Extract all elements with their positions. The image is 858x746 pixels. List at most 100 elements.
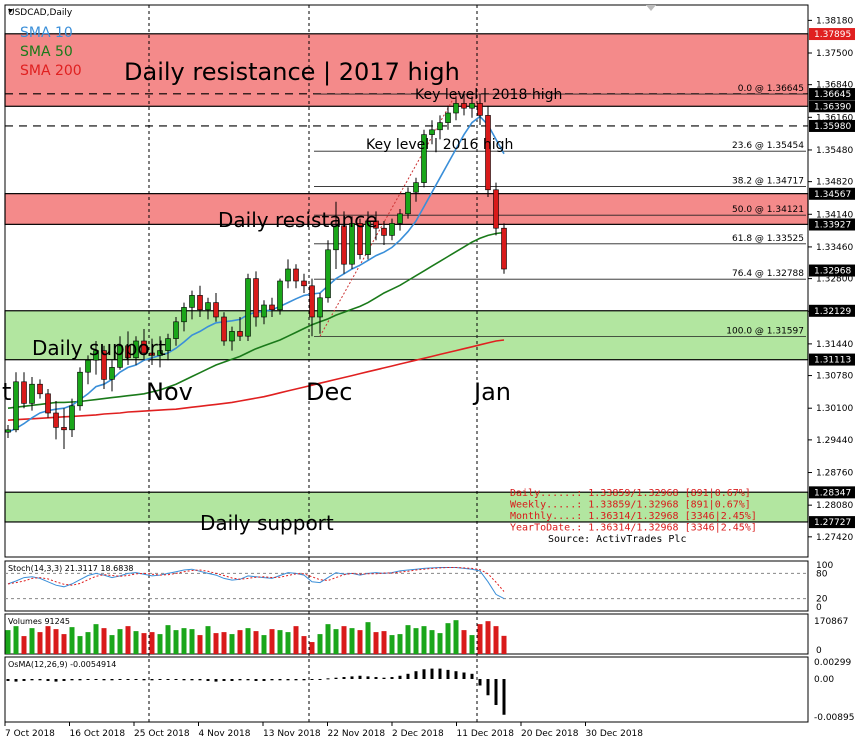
stats-line: Weekly.....: 1.33859/1.32968 [891|0.67%] — [510, 500, 751, 511]
candle-body — [173, 321, 179, 339]
candle-body — [357, 223, 363, 255]
osma-bar — [470, 673, 474, 679]
key-level-label: Key level | 2016 high — [366, 137, 513, 153]
osma-bar — [286, 679, 290, 681]
volume-bar — [77, 636, 83, 654]
osma-bar — [126, 679, 130, 680]
osma-bar — [38, 679, 42, 681]
sma50-line — [7, 231, 505, 409]
candle-body — [45, 393, 51, 414]
volume-bar — [453, 620, 459, 654]
osma-bar — [430, 668, 434, 679]
osma-bar — [222, 679, 226, 681]
volume-bar — [477, 624, 483, 654]
osma-bar — [382, 677, 386, 679]
candle-body — [413, 182, 419, 193]
volume-bar — [197, 635, 203, 654]
osma-bar — [414, 671, 418, 679]
volume-bar — [117, 629, 123, 654]
candle-body — [133, 340, 139, 359]
legend-item: SMA 50 — [20, 44, 73, 60]
month-label: Dec — [306, 378, 352, 406]
volume-bar — [413, 628, 419, 654]
candle-body — [493, 189, 499, 229]
candle-body — [437, 122, 443, 131]
candle-body — [197, 295, 203, 311]
shift-marker — [646, 5, 656, 11]
candle-body — [61, 427, 67, 431]
volume-bar — [373, 632, 379, 654]
price-marker — [809, 516, 855, 529]
candle-body — [69, 405, 75, 431]
volume-bar — [485, 621, 491, 654]
price-marker — [809, 264, 855, 277]
volume-bar — [189, 629, 195, 654]
candle-body — [293, 268, 299, 282]
osma-bar — [462, 672, 466, 679]
osma-bar — [94, 679, 98, 680]
osma-bar — [142, 679, 146, 681]
osma-bar — [238, 679, 242, 681]
osma-bar — [206, 679, 210, 681]
osma-bar — [478, 679, 482, 686]
price-marker — [809, 88, 855, 101]
osma-bar — [134, 679, 138, 680]
osma-bar — [310, 679, 314, 680]
legend-item: SMA 200 — [20, 63, 82, 79]
fib-level-label: 0.0 @ 1.36645 — [738, 84, 804, 94]
volumes-title: Volumes 91245 — [8, 617, 70, 626]
volume-bar — [469, 635, 475, 654]
volume-bar — [53, 629, 59, 654]
osma-bar — [366, 676, 370, 679]
osma-bar — [318, 679, 322, 680]
osma-bar — [302, 679, 306, 681]
volume-bar — [397, 634, 403, 654]
date-label: 13 Nov 2018 — [263, 729, 321, 739]
volume-bar — [445, 623, 451, 654]
price-marker-label: 1.27727 — [814, 518, 851, 528]
panel-frame — [4, 560, 809, 612]
candle-body — [109, 367, 115, 380]
panel-frame — [4, 656, 809, 723]
stats-line: YearToDate.: 1.36314/1.32968 [3346|2.45%… — [510, 523, 757, 534]
sma200-line — [7, 339, 505, 421]
osma-bar — [118, 679, 122, 680]
candle-body — [445, 112, 451, 123]
candle-body — [469, 103, 475, 109]
price-tick-label: 1.29440 — [816, 436, 853, 446]
support-zone — [4, 491, 809, 523]
candle-body — [389, 223, 395, 236]
candle-body — [365, 220, 371, 255]
volume-bar — [13, 626, 19, 654]
date-label: 4 Nov 2018 — [199, 729, 251, 739]
stoch-axis-label: 0 — [816, 603, 822, 613]
date-label: 7 Oct 2018 — [5, 729, 55, 739]
price-marker-label: 1.34567 — [814, 190, 851, 200]
candle-body — [381, 227, 387, 236]
osma-bar — [262, 679, 266, 681]
osma-bar — [374, 677, 378, 679]
price-tick-label: 1.31440 — [816, 340, 853, 350]
osma-bar — [54, 679, 58, 682]
date-label: 11 Dec 2018 — [457, 729, 515, 739]
candle-body — [181, 307, 187, 323]
date-label: 2 Dec 2018 — [392, 729, 444, 739]
price-tick-label: 1.28080 — [816, 501, 853, 511]
stoch-axis-label: 100 — [816, 561, 833, 571]
volume-bar — [157, 634, 163, 654]
candle-body — [485, 115, 491, 191]
volume-bar — [69, 627, 75, 654]
candle-body — [285, 268, 291, 282]
volume-bar — [229, 634, 235, 654]
price-marker-label: 1.36645 — [814, 90, 851, 100]
volume-bar — [493, 626, 499, 654]
zone-label: Daily support — [32, 336, 166, 360]
price-tick-label: 1.38180 — [816, 16, 853, 26]
osma-bar — [334, 677, 338, 679]
price-tick-label: 1.33460 — [816, 243, 853, 253]
osma-bar — [198, 679, 202, 681]
price-marker-label: 1.37895 — [814, 30, 851, 40]
osma-bar — [350, 676, 354, 679]
price-tick-label: 1.34820 — [816, 178, 853, 188]
